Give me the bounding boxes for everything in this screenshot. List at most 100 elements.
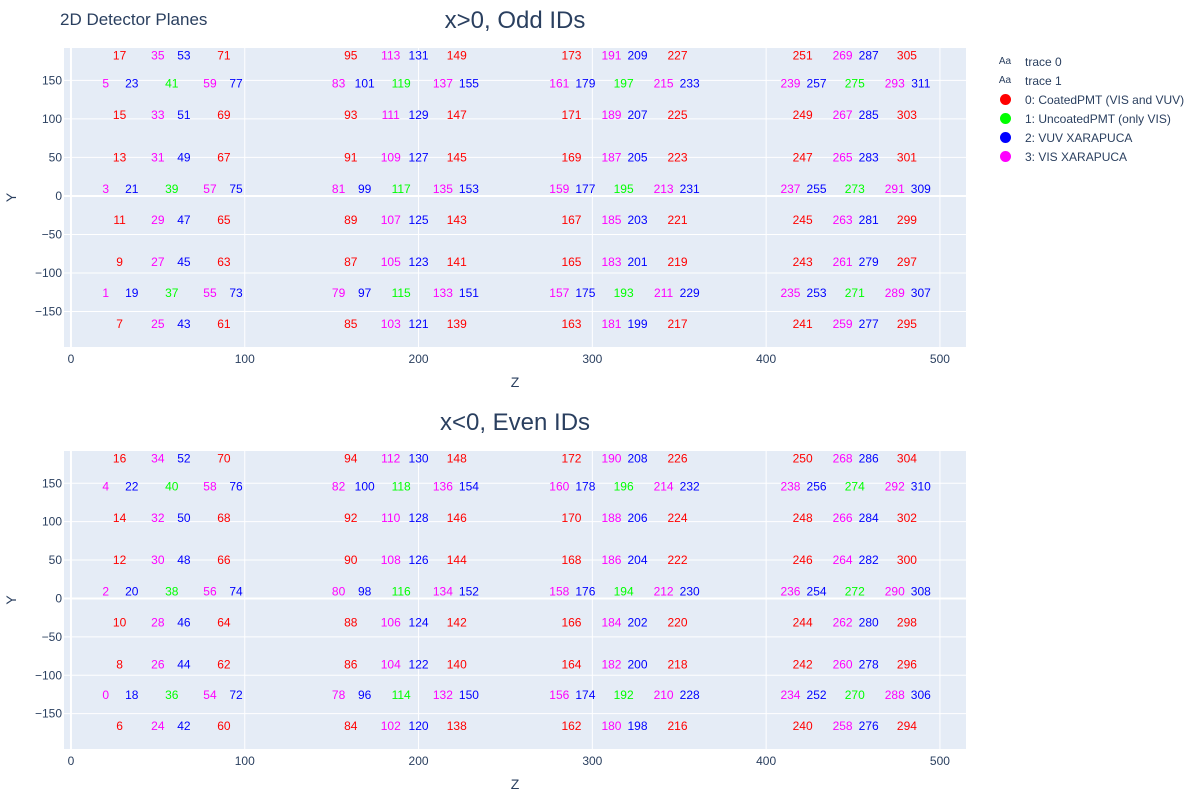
detector-id-label[interactable]: 117 bbox=[392, 182, 411, 196]
detector-id-label[interactable]: 160 bbox=[549, 479, 569, 493]
detector-id-label[interactable]: 70 bbox=[217, 452, 231, 466]
detector-id-label[interactable]: 101 bbox=[355, 76, 375, 90]
detector-id-label[interactable]: 130 bbox=[409, 452, 429, 466]
detector-id-label[interactable]: 62 bbox=[217, 658, 231, 672]
detector-id-label[interactable]: 122 bbox=[409, 658, 429, 672]
detector-id-label[interactable]: 120 bbox=[409, 719, 429, 733]
detector-id-label[interactable]: 252 bbox=[807, 688, 827, 702]
detector-id-label[interactable]: 141 bbox=[447, 255, 467, 269]
detector-id-label[interactable]: 205 bbox=[628, 150, 648, 164]
detector-id-label[interactable]: 32 bbox=[151, 511, 165, 525]
detector-id-label[interactable]: 21 bbox=[125, 182, 139, 196]
detector-id-label[interactable]: 156 bbox=[549, 688, 569, 702]
detector-id-label[interactable]: 18 bbox=[125, 688, 139, 702]
detector-id-label[interactable]: 22 bbox=[125, 479, 139, 493]
detector-id-label[interactable]: 308 bbox=[911, 585, 931, 599]
detector-id-label[interactable]: 0 bbox=[102, 688, 109, 702]
detector-id-label[interactable]: 6 bbox=[116, 719, 123, 733]
detector-id-label[interactable]: 90 bbox=[344, 553, 358, 567]
detector-id-label[interactable]: 303 bbox=[897, 108, 917, 122]
detector-id-label[interactable]: 182 bbox=[601, 658, 621, 672]
detector-id-label[interactable]: 235 bbox=[780, 286, 800, 300]
detector-id-label[interactable]: 12 bbox=[113, 553, 127, 567]
detector-id-label[interactable]: 306 bbox=[911, 688, 931, 702]
detector-id-label[interactable]: 95 bbox=[344, 49, 358, 63]
detector-id-label[interactable]: 261 bbox=[833, 255, 853, 269]
detector-id-label[interactable]: 245 bbox=[793, 213, 813, 227]
detector-id-label[interactable]: 8 bbox=[116, 658, 123, 672]
detector-id-label[interactable]: 248 bbox=[793, 511, 813, 525]
detector-id-label[interactable]: 13 bbox=[113, 150, 127, 164]
detector-id-label[interactable]: 111 bbox=[382, 108, 401, 122]
detector-id-label[interactable]: 147 bbox=[447, 108, 467, 122]
detector-id-label[interactable]: 16 bbox=[113, 452, 127, 466]
detector-id-label[interactable]: 307 bbox=[911, 286, 931, 300]
detector-id-label[interactable]: 100 bbox=[355, 479, 375, 493]
detector-id-label[interactable]: 257 bbox=[807, 76, 827, 90]
detector-id-label[interactable]: 265 bbox=[833, 150, 853, 164]
detector-id-label[interactable]: 294 bbox=[897, 719, 917, 733]
detector-id-label[interactable]: 105 bbox=[381, 255, 401, 269]
detector-id-label[interactable]: 114 bbox=[392, 688, 411, 702]
detector-id-label[interactable]: 301 bbox=[897, 150, 917, 164]
detector-id-label[interactable]: 268 bbox=[833, 452, 853, 466]
plot-area[interactable] bbox=[64, 451, 966, 749]
detector-id-label[interactable]: 11 bbox=[113, 213, 126, 227]
detector-id-label[interactable]: 180 bbox=[601, 719, 621, 733]
detector-id-label[interactable]: 85 bbox=[344, 317, 358, 331]
detector-id-label[interactable]: 138 bbox=[447, 719, 467, 733]
detector-id-label[interactable]: 33 bbox=[151, 108, 165, 122]
detector-id-label[interactable]: 164 bbox=[561, 658, 581, 672]
detector-id-label[interactable]: 233 bbox=[680, 76, 700, 90]
detector-id-label[interactable]: 213 bbox=[654, 182, 674, 196]
detector-id-label[interactable]: 243 bbox=[793, 255, 813, 269]
detector-id-label[interactable]: 126 bbox=[409, 553, 429, 567]
detector-id-label[interactable]: 76 bbox=[229, 479, 243, 493]
detector-id-label[interactable]: 139 bbox=[447, 317, 467, 331]
detector-id-label[interactable]: 162 bbox=[561, 719, 581, 733]
detector-id-label[interactable]: 25 bbox=[151, 317, 165, 331]
detector-id-label[interactable]: 266 bbox=[833, 511, 853, 525]
detector-id-label[interactable]: 129 bbox=[409, 108, 429, 122]
detector-id-label[interactable]: 17 bbox=[113, 49, 127, 63]
detector-id-label[interactable]: 193 bbox=[614, 286, 634, 300]
detector-id-label[interactable]: 67 bbox=[217, 150, 231, 164]
detector-id-label[interactable]: 199 bbox=[628, 317, 648, 331]
detector-id-label[interactable]: 297 bbox=[897, 255, 917, 269]
detector-id-label[interactable]: 29 bbox=[151, 213, 165, 227]
detector-id-label[interactable]: 128 bbox=[409, 511, 429, 525]
detector-id-label[interactable]: 256 bbox=[807, 479, 827, 493]
detector-id-label[interactable]: 179 bbox=[575, 76, 595, 90]
detector-id-label[interactable]: 89 bbox=[344, 213, 358, 227]
detector-id-label[interactable]: 31 bbox=[151, 150, 165, 164]
detector-id-label[interactable]: 244 bbox=[793, 615, 813, 629]
detector-id-label[interactable]: 219 bbox=[667, 255, 687, 269]
detector-id-label[interactable]: 284 bbox=[859, 511, 879, 525]
detector-id-label[interactable]: 69 bbox=[217, 108, 231, 122]
detector-id-label[interactable]: 220 bbox=[667, 615, 687, 629]
detector-id-label[interactable]: 176 bbox=[575, 585, 595, 599]
detector-id-label[interactable]: 86 bbox=[344, 658, 358, 672]
detector-id-label[interactable]: 283 bbox=[859, 150, 879, 164]
detector-id-label[interactable]: 212 bbox=[654, 585, 674, 599]
detector-id-label[interactable]: 181 bbox=[601, 317, 621, 331]
detector-id-label[interactable]: 53 bbox=[177, 49, 191, 63]
detector-id-label[interactable]: 247 bbox=[793, 150, 813, 164]
detector-id-label[interactable]: 55 bbox=[203, 286, 217, 300]
detector-id-label[interactable]: 285 bbox=[859, 108, 879, 122]
detector-id-label[interactable]: 154 bbox=[459, 479, 479, 493]
detector-id-label[interactable]: 227 bbox=[667, 49, 687, 63]
legend-item-uncoated-pmt[interactable]: 1: UncoatedPMT (only VIS) bbox=[998, 109, 1184, 128]
detector-id-label[interactable]: 123 bbox=[409, 255, 429, 269]
detector-id-label[interactable]: 99 bbox=[358, 182, 372, 196]
detector-id-label[interactable]: 260 bbox=[833, 658, 853, 672]
detector-id-label[interactable]: 103 bbox=[381, 317, 401, 331]
detector-id-label[interactable]: 74 bbox=[229, 585, 243, 599]
detector-id-label[interactable]: 132 bbox=[433, 688, 453, 702]
detector-id-label[interactable]: 281 bbox=[859, 213, 879, 227]
detector-id-label[interactable]: 65 bbox=[217, 213, 231, 227]
detector-id-label[interactable]: 298 bbox=[897, 615, 917, 629]
detector-id-label[interactable]: 104 bbox=[381, 658, 401, 672]
detector-id-label[interactable]: 170 bbox=[561, 511, 581, 525]
detector-id-label[interactable]: 136 bbox=[433, 479, 453, 493]
